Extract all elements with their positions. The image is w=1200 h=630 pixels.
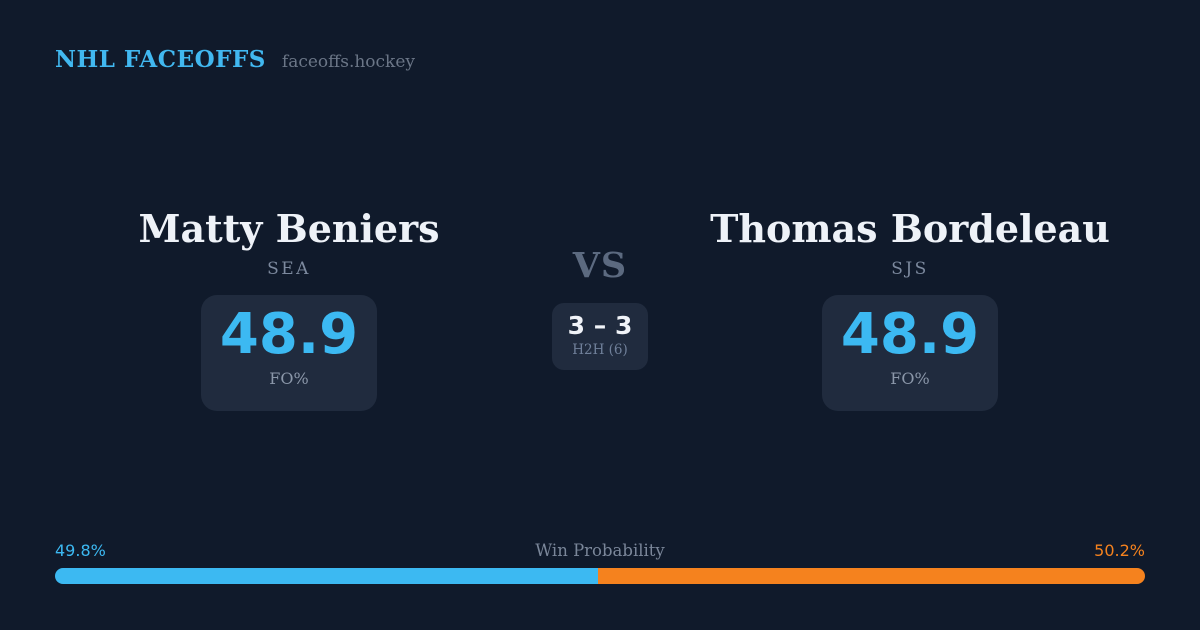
win-probability-labels: 49.8% Win Probability 50.2% — [55, 541, 1145, 563]
player-right-name: Thomas Bordeleau — [710, 206, 1110, 251]
player-left-column: Matty Beniers SEA 48.9 FO% — [89, 205, 489, 411]
win-probability-title: Win Probability — [535, 541, 665, 560]
header: NHL FACEOFFS faceoffs.hockey — [55, 46, 415, 73]
player-right-stat-label: FO% — [890, 369, 930, 388]
center-column: VS 3 – 3 H2H (6) — [520, 243, 680, 370]
brand-logo: NHL FACEOFFS — [55, 46, 266, 73]
h2h-label: H2H (6) — [572, 342, 628, 358]
player-right-column: Thomas Bordeleau SJS 48.9 FO% — [710, 205, 1110, 411]
player-left-team: SEA — [267, 259, 311, 279]
player-right-stat-card: 48.9 FO% — [822, 295, 998, 411]
player-left-name: Matty Beniers — [138, 206, 440, 251]
h2h-score: 3 – 3 — [567, 311, 633, 340]
player-right-team: SJS — [891, 259, 929, 279]
h2h-card: 3 – 3 H2H (6) — [552, 303, 648, 370]
player-right-stat-value: 48.9 — [840, 302, 980, 367]
win-probability-right-pct: 50.2% — [1094, 541, 1145, 560]
win-probability-left-pct: 49.8% — [55, 541, 106, 560]
player-left-stat-label: FO% — [269, 369, 309, 388]
site-domain: faceoffs.hockey — [281, 52, 416, 72]
win-probability-left-fill — [55, 568, 598, 584]
win-probability-right-fill — [597, 568, 1145, 584]
player-left-stat-value: 48.9 — [219, 302, 359, 367]
vs-label: VS — [572, 245, 628, 286]
player-left-stat-card: 48.9 FO% — [201, 295, 377, 411]
win-probability-bar — [55, 568, 1145, 584]
